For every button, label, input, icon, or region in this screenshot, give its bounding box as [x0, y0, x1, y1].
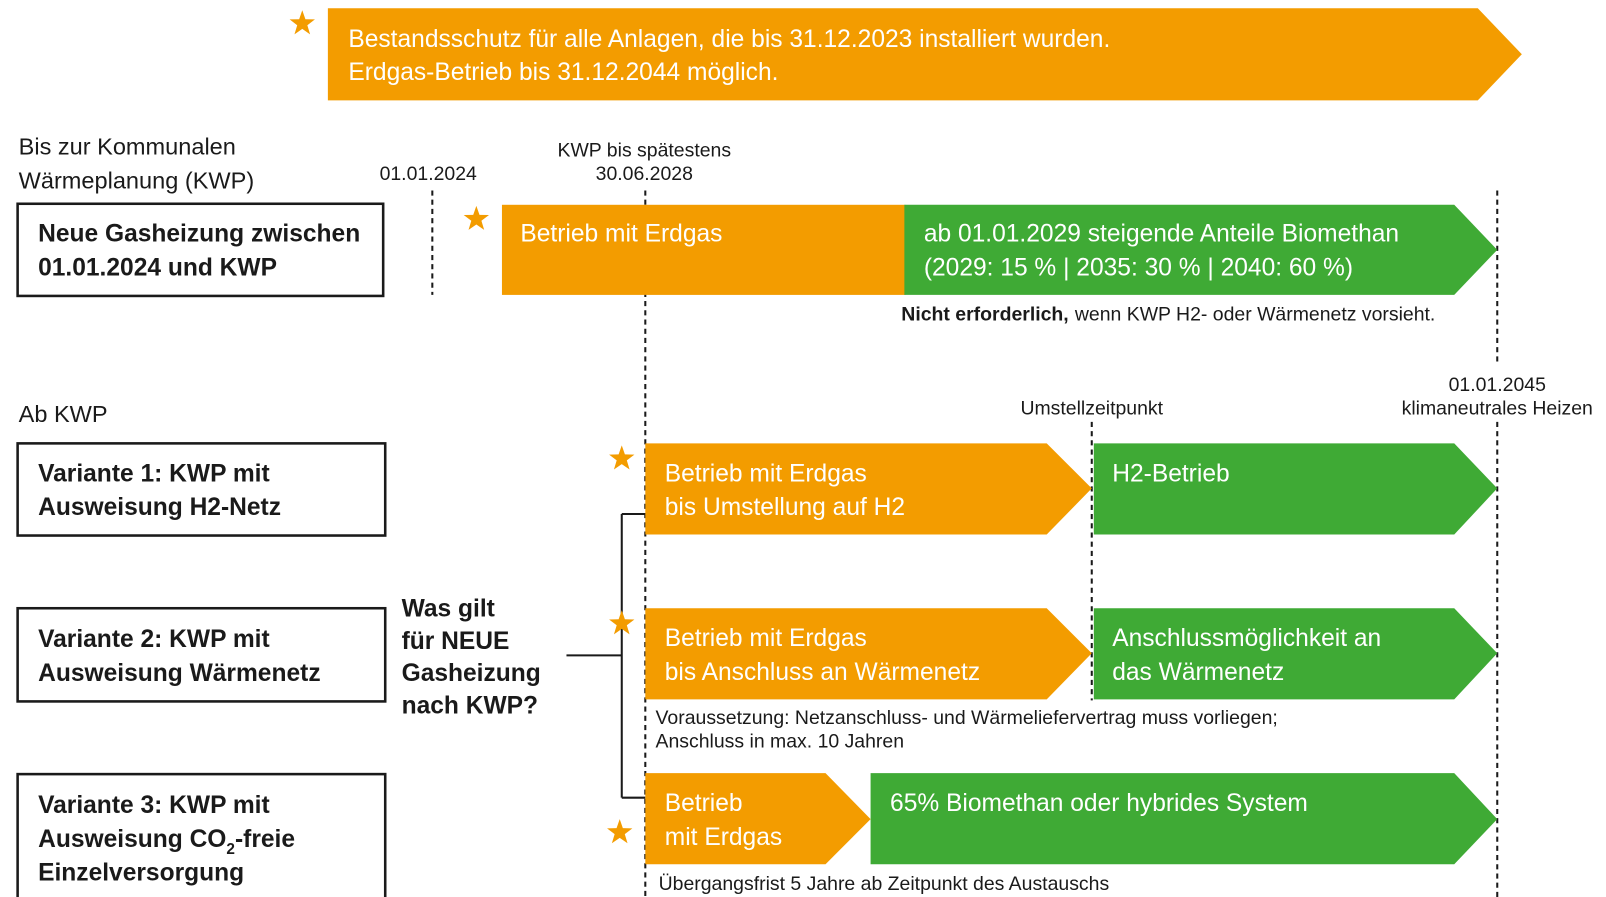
box-text: 01.01.2024 und KWP: [38, 254, 277, 281]
date-label: 30.06.2028: [596, 163, 693, 185]
star: [463, 205, 490, 230]
question: nach KWP?: [402, 693, 538, 720]
green-arrow: [870, 773, 1498, 865]
bar-text: Betrieb: [665, 790, 743, 817]
bar-text: 65% Biomethan oder hybrides System: [890, 790, 1308, 817]
date-label: 01.01.2024: [380, 163, 477, 185]
box-text-part: -freie: [235, 826, 295, 853]
bar-text: ab 01.01.2029 steigende Anteile Biometha…: [924, 221, 1399, 248]
bar-text: das Wärmenetz: [1112, 659, 1284, 686]
bar-text: Betrieb mit Erdgas: [665, 460, 867, 487]
bar-text: Betrieb mit Erdgas: [520, 221, 722, 248]
box-text-part: Ausweisung CO: [38, 826, 226, 853]
star: [609, 445, 635, 470]
box-text: Ausweisung H2-Netz: [38, 494, 281, 521]
note: Anschluss in max. 10 Jahren: [656, 730, 904, 752]
note-bold: Nicht erforderlich,: [901, 304, 1068, 326]
banner-text: Bestandsschutz für alle Anlagen, die bis…: [348, 26, 1110, 53]
date-label: Umstellzeitpunkt: [1020, 398, 1163, 420]
note: Voraussetzung: Netzanschluss- und Wärmel…: [656, 707, 1278, 729]
bracket: [566, 513, 646, 799]
green-arrow: [1093, 608, 1498, 700]
box-text: Variante 2: KWP mit: [38, 626, 270, 653]
banner-arrow: [327, 8, 1522, 101]
bar-text: (2029: 15 % | 2035: 30 % | 2040: 60 %): [924, 254, 1353, 281]
green-arrow: [1093, 443, 1498, 535]
question: Was gilt: [402, 595, 495, 622]
section-label: Ab KWP: [19, 401, 108, 427]
note-rest: wenn KWP H2- oder Wärmenetz vorsieht.: [1074, 304, 1435, 326]
bar-text: bis Anschluss an Wärmenetz: [665, 659, 980, 686]
orange-arrow: [645, 608, 1092, 700]
orange-arrow: [645, 773, 871, 865]
green-arrow: [904, 204, 1498, 295]
orange-arrow: [645, 443, 1092, 535]
banner-text: Erdgas-Betrieb bis 31.12.2044 möglich.: [348, 59, 778, 86]
note: Nicht erforderlich, wenn KWP H2- oder Wär…: [901, 304, 1435, 326]
box: [16, 202, 385, 298]
bar-text: bis Umstellung auf H2: [665, 494, 905, 521]
star: [607, 819, 633, 844]
note: Übergangsfrist 5 Jahre ab Zeitpunkt des …: [659, 873, 1110, 895]
box: [16, 772, 387, 897]
orange-bar: [501, 204, 906, 295]
star: [289, 10, 315, 35]
bar-text: H2-Betrieb: [1112, 460, 1229, 487]
question: für NEUE: [402, 628, 510, 655]
box: [16, 442, 387, 537]
box-text: Variante 3: KWP mit: [38, 792, 270, 819]
box: [16, 606, 387, 703]
date-label: klimaneutrales Heizen: [1402, 398, 1593, 420]
date-label: 01.01.2045: [1449, 374, 1546, 396]
box-text: Neue Gasheizung zwischen: [38, 221, 360, 248]
section-label: Wärmeplanung (KWP): [19, 167, 255, 193]
question: Gasheizung: [402, 660, 541, 687]
box-text: Einzelversorgung: [38, 860, 244, 887]
box-text: Variante 1: KWP mit: [38, 460, 270, 487]
box-text: Ausweisung CO2-freie: [38, 826, 295, 858]
section-label: Bis zur Kommunalen: [19, 134, 236, 160]
bar-text: Anschlussmöglichkeit an: [1112, 625, 1381, 652]
box-text: Ausweisung Wärmenetz: [38, 660, 321, 687]
subscript: 2: [226, 841, 235, 858]
bar-text: mit Erdgas: [665, 824, 782, 851]
date-label: KWP bis spätestens: [557, 140, 731, 162]
bar-text: Betrieb mit Erdgas: [665, 625, 867, 652]
